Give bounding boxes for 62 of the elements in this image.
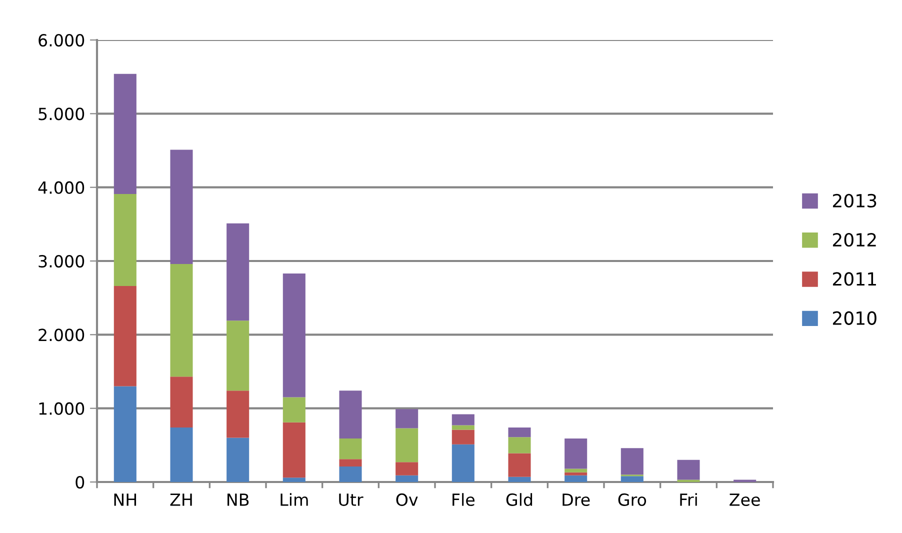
bar	[452, 444, 474, 482]
x-tick-label: Gld	[506, 493, 532, 506]
bar	[226, 390, 250, 438]
bar	[282, 478, 306, 482]
x-tick-label: Utr	[339, 494, 364, 506]
bar	[620, 448, 644, 475]
bar	[339, 459, 362, 467]
y-tick-label: 5.000	[38, 108, 84, 120]
x-tick-label: Fle	[452, 493, 475, 506]
bar	[564, 472, 588, 476]
bar	[339, 390, 362, 439]
bar	[396, 475, 418, 482]
bar	[452, 430, 474, 444]
bar	[226, 438, 250, 482]
bar	[226, 223, 250, 321]
bar	[170, 264, 193, 377]
y-tick-label: 4.000	[38, 181, 84, 194]
bar	[282, 422, 306, 478]
legend-label: 2011	[832, 272, 876, 286]
bar	[282, 274, 306, 398]
bar	[452, 414, 474, 426]
bar	[396, 428, 418, 462]
x-tick-label: NB	[228, 494, 249, 506]
bar	[170, 150, 193, 264]
x-tick-label: Fri	[680, 493, 697, 506]
bar	[170, 376, 193, 428]
x-tick-label: Lim	[280, 493, 308, 506]
bar	[508, 476, 531, 482]
bar	[564, 468, 588, 472]
y-tick-label: 0	[76, 476, 84, 489]
x-tick-label: Ov	[396, 493, 418, 506]
bar	[114, 74, 136, 194]
bar	[396, 409, 418, 428]
bar	[114, 194, 136, 286]
legend-label: 2010	[832, 311, 876, 325]
bar	[114, 286, 136, 386]
bar	[396, 462, 418, 476]
bar	[170, 427, 193, 482]
y-tick-label: 6.000	[38, 34, 84, 47]
x-tick-label: ZH	[170, 494, 192, 506]
bar	[508, 437, 531, 454]
legend-label: 2013	[832, 194, 876, 208]
bar	[114, 386, 136, 482]
bar	[452, 425, 474, 430]
bar	[564, 475, 588, 482]
x-tick-label: NH	[114, 494, 136, 506]
x-tick-label: Zee	[730, 494, 760, 506]
bar	[508, 427, 531, 438]
bar	[564, 438, 588, 469]
bar	[508, 453, 531, 477]
legend-label: 2012	[832, 233, 876, 247]
y-tick-label: 3.000	[38, 254, 84, 268]
bar	[339, 466, 362, 482]
y-tick-label: 1.000	[39, 402, 84, 415]
bar	[339, 438, 362, 460]
y-tick-label: 2.000	[38, 328, 84, 342]
bar	[677, 460, 700, 480]
bar	[282, 397, 306, 422]
bar	[226, 320, 250, 391]
x-tick-label: Dre	[562, 494, 590, 506]
x-tick-label: Gro	[618, 493, 646, 506]
bar	[620, 476, 644, 482]
